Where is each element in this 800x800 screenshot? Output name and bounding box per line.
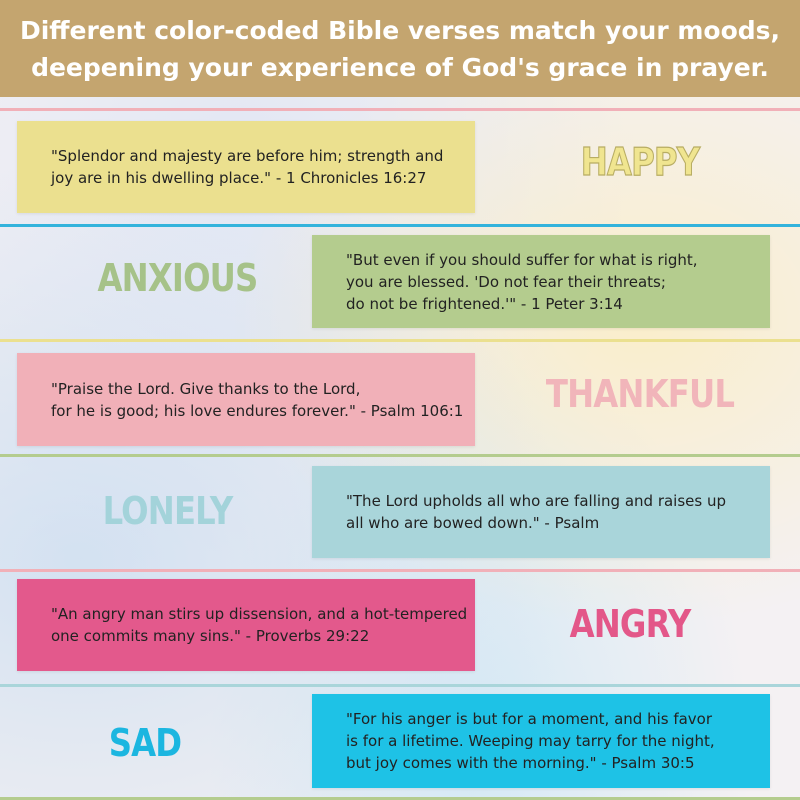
verse-line: "The Lord upholds all who are falling an…	[346, 492, 726, 510]
mood-label-thankful: THANKFUL	[545, 372, 735, 416]
verse-line: joy are in his dwelling place." - 1 Chro…	[51, 169, 427, 187]
divider-bottom	[0, 797, 800, 800]
verse-line: "For his anger is but for a moment, and …	[346, 710, 713, 728]
verse-line: do not be frightened.'" - 1 Peter 3:14	[346, 294, 623, 313]
divider-1	[0, 224, 800, 227]
header-banner: Different color-coded Bible verses match…	[0, 0, 800, 97]
verse-line: for he is good; his love endures forever…	[51, 401, 464, 420]
divider-2	[0, 339, 800, 342]
verse-card-anxious: "But even if you should suffer for what …	[312, 235, 770, 328]
verse-line: "But even if you should suffer for what …	[346, 250, 698, 269]
header-title-line-2: deepening your experience of God's grace…	[31, 52, 769, 82]
mood-label-angry: ANGRY	[569, 602, 692, 646]
divider-4	[0, 569, 800, 572]
mood-label-happy: HAPPY	[580, 139, 700, 184]
verse-line: "An angry man stirs up dissension, and a…	[51, 605, 468, 623]
verse-line: you are blessed. 'Do not fear their thre…	[346, 272, 666, 291]
verse-card-angry: "An angry man stirs up dissension, and a…	[17, 579, 475, 671]
verse-line: one commits many sins." - Proverbs 29:22	[51, 627, 370, 645]
mood-label-anxious: ANXIOUS	[97, 256, 259, 300]
divider-3	[0, 454, 800, 457]
verse-card-thankful: "Praise the Lord. Give thanks to the Lor…	[17, 353, 475, 446]
mood-label-sad: SAD	[108, 721, 182, 765]
verse-card-sad: "For his anger is but for a moment, and …	[312, 694, 770, 788]
verse-card-happy: "Splendor and majesty are before him; st…	[17, 121, 475, 213]
verse-line: "Praise the Lord. Give thanks to the Lor…	[51, 379, 361, 398]
divider-top	[0, 108, 800, 111]
verse-card-lonely: "The Lord upholds all who are falling an…	[312, 466, 770, 558]
divider-5	[0, 684, 800, 687]
verse-line: "Splendor and majesty are before him; st…	[51, 147, 444, 165]
header-title-line-1: Different color-coded Bible verses match…	[19, 15, 781, 45]
mood-label-lonely: LONELY	[102, 489, 234, 533]
verse-line: is for a lifetime. Weeping may tarry for…	[346, 732, 715, 750]
verse-line: all who are bowed down." - Psalm	[346, 514, 600, 532]
verse-line: but joy comes with the morning." - Psalm…	[346, 754, 695, 772]
